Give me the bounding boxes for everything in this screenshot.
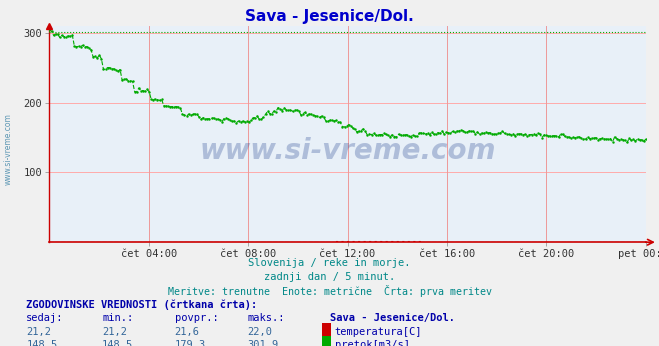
- Text: 22,0: 22,0: [247, 327, 272, 337]
- Text: 301,9: 301,9: [247, 340, 278, 346]
- Text: www.si-vreme.com: www.si-vreme.com: [200, 137, 496, 165]
- Text: sedaj:: sedaj:: [26, 313, 64, 323]
- Text: povpr.:: povpr.:: [175, 313, 218, 323]
- Text: Sava - Jesenice/Dol.: Sava - Jesenice/Dol.: [330, 313, 455, 323]
- Text: Meritve: trenutne  Enote: metrične  Črta: prva meritev: Meritve: trenutne Enote: metrične Črta: …: [167, 285, 492, 298]
- Text: www.si-vreme.com: www.si-vreme.com: [3, 113, 13, 185]
- Text: pretok[m3/s]: pretok[m3/s]: [335, 340, 410, 346]
- Text: maks.:: maks.:: [247, 313, 285, 323]
- Text: 148,5: 148,5: [26, 340, 57, 346]
- Text: 148,5: 148,5: [102, 340, 133, 346]
- Text: 21,2: 21,2: [26, 327, 51, 337]
- Text: zadnji dan / 5 minut.: zadnji dan / 5 minut.: [264, 272, 395, 282]
- Text: Slovenija / reke in morje.: Slovenija / reke in morje.: [248, 258, 411, 268]
- Text: temperatura[C]: temperatura[C]: [335, 327, 422, 337]
- Text: min.:: min.:: [102, 313, 133, 323]
- Text: ZGODOVINSKE VREDNOSTI (črtkana črta):: ZGODOVINSKE VREDNOSTI (črtkana črta):: [26, 299, 258, 310]
- Text: 179,3: 179,3: [175, 340, 206, 346]
- Text: 21,2: 21,2: [102, 327, 127, 337]
- Text: 21,6: 21,6: [175, 327, 200, 337]
- Text: Sava - Jesenice/Dol.: Sava - Jesenice/Dol.: [245, 9, 414, 24]
